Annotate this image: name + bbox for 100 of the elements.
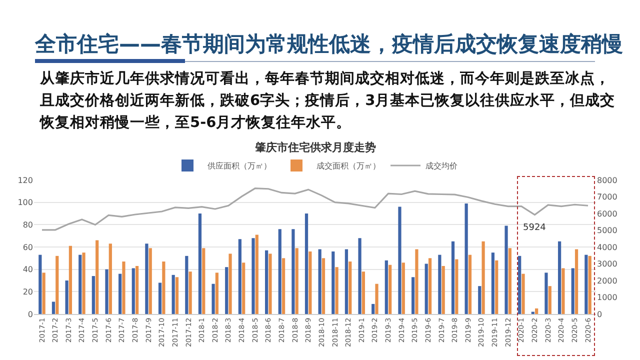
bar [198,214,202,314]
y2-tick-label: 3000 [597,260,618,269]
bar [65,280,68,314]
bar [372,304,375,314]
bar [388,264,392,314]
bar [495,260,498,314]
bar [122,262,126,314]
bar [442,266,445,314]
bar [411,277,415,314]
bar [282,258,286,314]
y-tick-label: 40 [22,265,33,274]
legend-label: 成交均价 [426,162,458,171]
bar [464,203,468,314]
bar [148,248,152,314]
bar [335,267,338,314]
bar [252,238,255,314]
bar [52,302,56,314]
bar [172,274,175,314]
bar [78,254,82,314]
bar [228,254,232,314]
bar [402,262,405,314]
bar [574,249,578,314]
bar [455,259,458,314]
bar [491,252,495,314]
bar [185,256,188,314]
bar [451,241,455,314]
y2-tick-label: 7000 [597,192,618,202]
line-series [41,188,589,231]
bar [362,272,365,314]
bar [322,258,326,314]
bar [292,229,295,314]
bar [242,262,246,314]
bar [225,267,228,314]
y-tick-label: 100 [18,198,33,208]
y-tick-label: 20 [22,287,33,296]
bar [82,252,86,314]
bar [544,272,548,314]
bar [92,276,95,314]
bar [158,282,162,314]
bar [375,284,378,314]
bar [522,274,525,314]
y-tick-label: 120 [18,176,33,185]
bar [588,256,592,314]
y2-tick-label: 4000 [597,242,618,252]
bar [344,249,348,314]
bar [428,258,432,314]
bar [518,256,522,314]
chart-title: 全市住宅——春节期间为常规性低迷，疫情后成交恢复速度稍慢 [35,31,624,58]
bar [96,240,99,314]
bar [105,269,108,314]
bar [268,254,272,314]
bar [265,250,268,314]
bar [188,272,192,314]
bar [318,249,322,314]
bar [571,268,574,314]
bar [348,262,352,314]
bar [478,286,482,314]
bar [132,268,135,314]
bar [584,254,588,314]
bar [162,262,166,314]
legend-label: 供应面积（万㎡） [208,162,272,171]
bar [175,277,179,314]
bar [56,256,59,314]
bar [68,246,72,314]
bar [548,286,552,314]
bar [504,226,508,314]
bar [202,248,206,314]
y-tick-label: 80 [22,220,33,230]
bar [212,284,215,314]
bar [468,254,472,314]
bar [135,266,139,314]
y-tick-label: 0 [28,310,33,319]
legend-label: 成交面积（万㎡） [316,162,380,171]
y2-tick-label: 8000 [597,176,618,185]
bar [255,234,258,314]
bar [398,206,402,314]
bar [562,268,565,314]
bar [424,264,428,314]
y2-tick-label: 1000 [597,293,618,302]
bar [145,244,148,314]
bar [558,241,562,314]
bar [438,254,442,314]
bar [108,244,112,314]
bar [415,249,418,314]
bar [482,241,485,314]
bar [295,248,298,314]
bar [358,238,362,314]
bar [332,251,335,314]
bar [508,248,512,314]
y2-tick-label: 2000 [597,276,618,286]
y-tick-label: 60 [22,242,33,252]
bar [278,229,282,314]
y2-tick-label: 6000 [597,209,618,218]
chart-subtitle: 从肇庆市近几年供求情况可看出，每年春节期间成交相对低迷，而今年则是跌至冰点，且成交价格创近两年新低，跌破6字头；疫情后，3月基本已恢复以往供应水平，但成交恢复相对稍慢一些，至5-6月才恢复往年水平。 [40,69,616,133]
bar [238,239,242,314]
bar [308,251,312,314]
bar [384,260,388,314]
y2-tick-label: 5000 [597,226,618,236]
bar [118,274,122,314]
bar [304,214,308,314]
